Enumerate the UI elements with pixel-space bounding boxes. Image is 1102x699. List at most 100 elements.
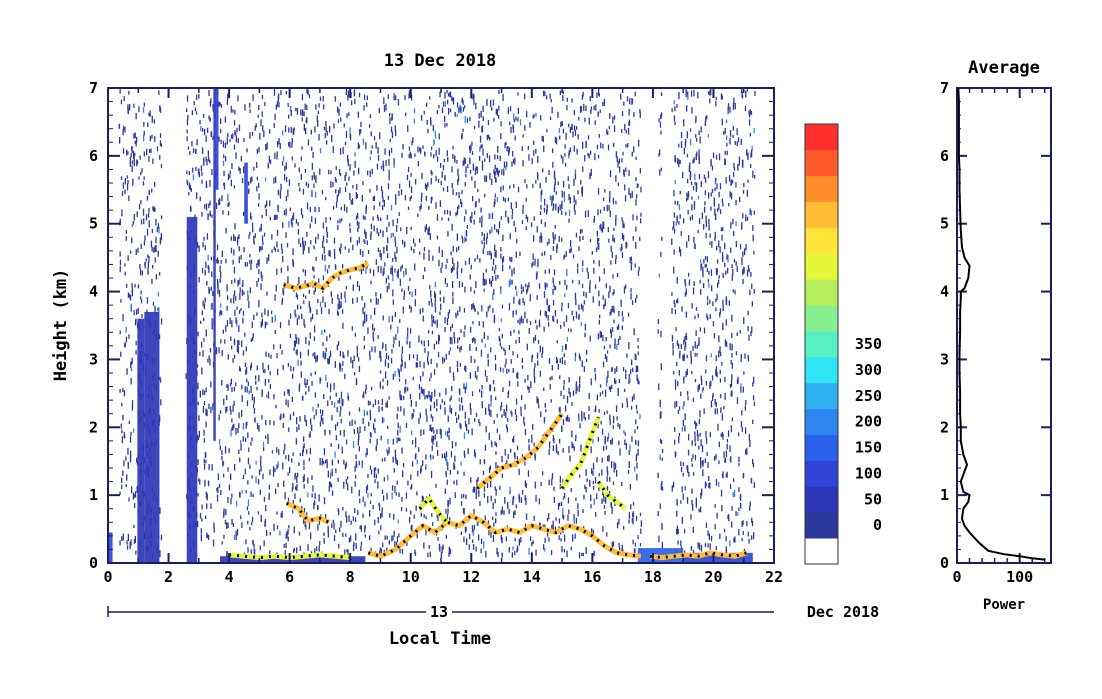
noise-speck — [230, 497, 232, 505]
noise-speck — [469, 372, 471, 379]
noise-speck — [692, 345, 694, 352]
noise-speck — [364, 216, 366, 221]
noise-speck — [147, 271, 149, 275]
noise-speck — [456, 479, 458, 486]
noise-speck — [349, 127, 351, 133]
noise-speck — [546, 204, 548, 209]
noise-speck — [538, 498, 540, 505]
noise-speck — [496, 167, 499, 175]
noise-speck — [341, 367, 343, 372]
noise-speck — [237, 138, 239, 144]
noise-speck — [187, 146, 190, 150]
noise-speck — [433, 401, 435, 409]
noise-speck — [735, 351, 738, 356]
noise-speck — [398, 437, 400, 441]
noise-speck — [605, 496, 607, 504]
noise-speck — [148, 189, 150, 196]
noise-speck — [358, 460, 360, 466]
noise-speck — [370, 469, 373, 475]
noise-speck — [309, 332, 311, 339]
noise-speck — [304, 269, 306, 276]
noise-speck — [425, 529, 427, 536]
noise-speck — [491, 226, 493, 233]
noise-speck — [674, 309, 677, 315]
noise-speck — [515, 309, 517, 315]
noise-speck — [732, 126, 734, 131]
noise-speck — [276, 214, 278, 220]
noise-speck — [691, 214, 694, 220]
noise-speck — [636, 215, 638, 221]
noise-speck — [257, 278, 260, 282]
noise-speck — [381, 489, 384, 494]
noise-speck — [684, 141, 687, 148]
noise-speck — [284, 165, 286, 172]
noise-speck — [134, 502, 136, 508]
noise-speck — [613, 115, 616, 120]
noise-speck — [625, 144, 627, 148]
noise-speck — [580, 179, 582, 185]
noise-speck — [485, 175, 488, 183]
noise-speck — [709, 90, 711, 96]
noise-speck — [692, 186, 695, 191]
noise-speck — [615, 254, 617, 259]
noise-speck — [552, 207, 554, 211]
noise-speck — [707, 279, 709, 283]
noise-speck — [227, 467, 229, 472]
noise-speck — [720, 93, 723, 100]
noise-speck — [458, 281, 461, 288]
noise-speck — [129, 293, 131, 299]
noise-speck — [585, 469, 587, 477]
noise-speck — [483, 493, 485, 498]
noise-speck — [528, 328, 530, 335]
noise-speck — [397, 519, 399, 524]
noise-speck — [461, 268, 463, 274]
noise-speck — [511, 411, 513, 417]
noise-speck — [377, 298, 379, 305]
noise-speck — [623, 429, 625, 434]
noise-speck — [565, 132, 567, 140]
noise-speck — [597, 423, 599, 429]
noise-speck — [466, 117, 469, 123]
noise-speck — [434, 434, 436, 440]
noise-speck — [256, 161, 258, 168]
noise-speck — [700, 289, 702, 295]
noise-speck — [289, 414, 292, 421]
noise-speck — [288, 427, 290, 432]
noise-speck — [323, 104, 325, 110]
noise-speck — [400, 189, 403, 196]
noise-speck — [134, 152, 136, 157]
noise-speck — [490, 401, 492, 407]
noise-speck — [475, 166, 477, 171]
x-tick-label: 14 — [523, 568, 541, 586]
noise-speck — [525, 197, 527, 202]
noise-speck — [210, 131, 213, 137]
noise-speck — [733, 490, 736, 498]
noise-speck — [533, 337, 535, 344]
noise-speck — [229, 138, 231, 143]
noise-speck — [303, 483, 305, 489]
noise-speck — [203, 317, 205, 322]
noise-speck — [631, 191, 633, 198]
noise-speck — [219, 102, 221, 106]
noise-speck — [372, 331, 374, 339]
noise-speck — [139, 155, 141, 160]
noise-speck — [130, 361, 132, 367]
noise-speck — [258, 183, 260, 188]
noise-speck — [254, 417, 256, 423]
noise-speck — [563, 549, 565, 553]
noise-speck — [621, 111, 624, 117]
noise-speck — [633, 393, 635, 400]
noise-speck — [258, 469, 261, 475]
noise-speck — [681, 486, 683, 493]
noise-speck — [355, 454, 357, 460]
noise-speck — [745, 449, 747, 455]
noise-speck — [233, 386, 235, 392]
noise-speck — [387, 195, 389, 200]
noise-speck — [463, 157, 465, 162]
noise-speck — [354, 333, 356, 337]
noise-speck — [677, 410, 679, 414]
noise-speck — [246, 262, 248, 267]
noise-speck — [302, 269, 304, 273]
noise-speck — [343, 123, 345, 128]
